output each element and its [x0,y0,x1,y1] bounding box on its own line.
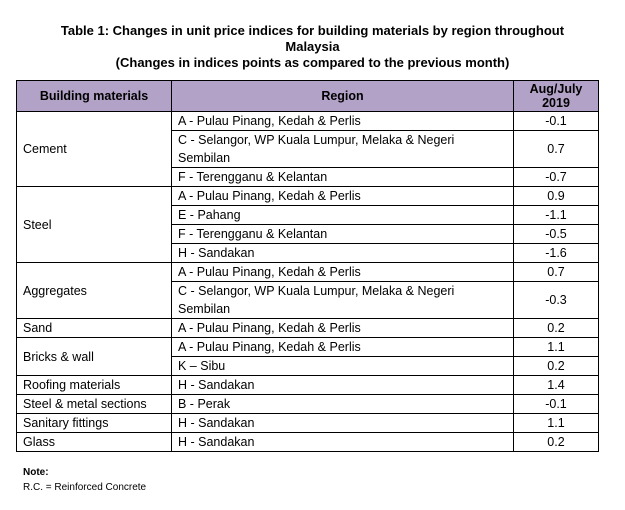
price-index-table: Building materials Region Aug/July 2019 … [16,80,599,452]
table-row: C - Selangor, WP Kuala Lumpur, Melaka & … [17,281,599,319]
region-cell: B - Perak [171,394,514,414]
table-row: F - Terengganu & Kelantan -0.7 [17,167,599,187]
region-cell: A - Pulau Pinang, Kedah & Perlis [171,337,514,357]
value-cell: -1.6 [513,243,599,263]
value-cell: -0.5 [513,224,599,244]
note: Note: R.C. = Reinforced Concrete [23,465,146,495]
material-cell: Sanitary fittings [16,413,172,433]
table-row: Steel A - Pulau Pinang, Kedah & Perlis 0.9 [16,186,599,263]
table-row: Cement A - Pulau Pinang, Kedah & Perlis -0… [16,111,599,187]
table-row: Sanitary fittings H - Sandakan 1.1 [16,413,599,433]
material-cell: Steel & metal sections [16,394,172,414]
region-cell: A - Pulau Pinang, Kedah & Perlis [171,318,514,338]
value-cell: 0.2 [513,356,599,376]
header-region: Region [171,80,514,112]
value-cell: 0.9 [513,186,599,206]
table-row: Glass H - Sandakan 0.2 [16,432,599,452]
region-cell: A - Pulau Pinang, Kedah & Perlis [171,186,514,206]
table-row: Steel & metal sections B - Perak -0.1 [16,394,599,414]
value-cell: -0.1 [513,111,599,131]
material-cell: Steel [16,186,172,263]
material-cell: Glass [16,432,172,452]
region-cell: F - Terengganu & Kelantan [171,167,514,187]
table-row: Aggregates A - Pulau Pinang, Kedah & Perl… [16,262,599,319]
value-cell: 0.7 [513,262,599,282]
region-cell: H - Sandakan [171,432,514,452]
title-line-3: (Changes in indices points as compared t… [115,55,510,70]
value-cell: -0.1 [513,394,599,414]
region-cell: A - Pulau Pinang, Kedah & Perlis [171,262,514,282]
value-cell: 0.2 [513,318,599,338]
header-building-materials: Building materials [16,80,172,112]
region-cell: H - Sandakan [171,243,514,263]
note-text: R.C. = Reinforced Concrete [23,482,147,493]
value-cell: -1.1 [513,205,599,225]
value-cell: -0.7 [513,167,599,187]
value-cell: -0.3 [513,281,599,319]
table-row: E - Pahang -1.1 [17,205,599,225]
header-period: Aug/July 2019 [513,80,599,112]
region-cell: C - Selangor, WP Kuala Lumpur, Melaka & … [171,281,514,319]
table-row: Bricks & wall A - Pulau Pinang, Kedah & P… [16,337,599,376]
note-label: Note: [23,467,49,478]
region-cell: E - Pahang [171,205,514,225]
value-cell: 1.4 [513,375,599,395]
region-cell: C - Selangor, WP Kuala Lumpur, Melaka & … [171,130,514,168]
table-title: Table 1: Changes in unit price indices f… [0,23,625,71]
material-cell: Bricks & wall [16,337,172,376]
value-cell: 0.2 [513,432,599,452]
region-cell: A - Pulau Pinang, Kedah & Perlis [171,111,514,131]
material-cell: Sand [16,318,172,338]
table-row: Sand A - Pulau Pinang, Kedah & Perlis 0.2 [16,318,599,338]
table-row: H - Sandakan -1.6 [17,243,599,263]
value-cell: 1.1 [513,337,599,357]
region-cell: F - Terengganu & Kelantan [171,224,514,244]
value-cell: 1.1 [513,413,599,433]
value-cell: 0.7 [513,130,599,168]
region-cell: H - Sandakan [171,375,514,395]
material-cell: Roofing materials [16,375,172,395]
title-line-2: Malaysia [285,39,340,54]
table-row: C - Selangor, WP Kuala Lumpur, Melaka & … [17,130,599,168]
table-row: Roofing materials H - Sandakan 1.4 [16,375,599,395]
title-line-1: Table 1: Changes in unit price indices f… [60,23,565,38]
header-row: Building materials Region Aug/July 2019 [16,80,599,112]
region-cell: K – Sibu [171,356,514,376]
region-cell: H - Sandakan [171,413,514,433]
table-body: Cement A - Pulau Pinang, Kedah & Perlis -0… [16,111,599,452]
material-cell: Cement [16,111,172,187]
material-cell: Aggregates [16,262,172,319]
